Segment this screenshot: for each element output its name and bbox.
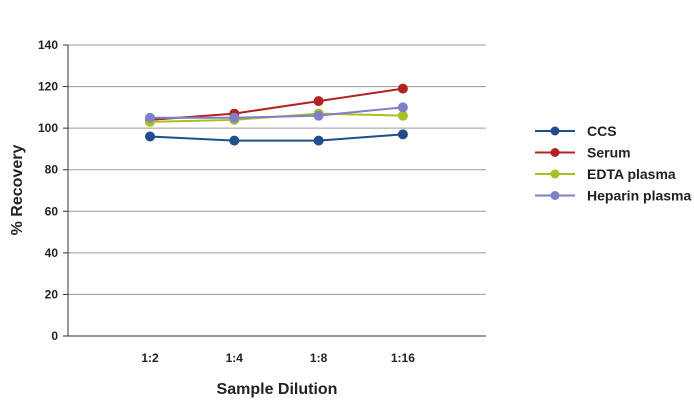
x-axis-title: Sample Dilution xyxy=(217,381,338,398)
axes xyxy=(63,44,486,337)
series-line xyxy=(150,106,403,119)
legend-marker xyxy=(550,169,560,179)
data-point xyxy=(397,110,408,121)
x-tick-label: 1:16 xyxy=(391,351,415,365)
legend-marker xyxy=(550,148,560,157)
y-tick-label: 40 xyxy=(45,246,59,260)
legend-item: EDTA plasma xyxy=(535,166,676,182)
series-3 xyxy=(145,102,408,123)
data-point xyxy=(397,129,408,140)
legend-item: Serum xyxy=(535,145,631,161)
y-tick-label: 120 xyxy=(38,80,58,94)
x-tick-label: 1:4 xyxy=(226,351,244,365)
x-tick-label: 1:8 xyxy=(310,351,328,365)
y-tick-label: 0 xyxy=(51,329,58,343)
y-tick-label: 100 xyxy=(38,121,58,135)
data-point xyxy=(229,112,240,123)
legend-label: CCS xyxy=(587,123,617,139)
data-point xyxy=(397,102,408,113)
y-tick-label: 80 xyxy=(45,163,59,177)
data-point xyxy=(313,135,324,146)
y-tick-labels: 0 20 40 60 80 100 120 140 xyxy=(38,38,58,343)
legend-marker xyxy=(550,191,560,200)
x-tick-labels: 1:2 1:4 1:8 1:16 xyxy=(141,351,415,365)
gridlines xyxy=(68,44,486,295)
data-point xyxy=(397,83,408,94)
data-point xyxy=(229,135,240,146)
legend-label: EDTA plasma xyxy=(587,166,676,182)
legend-item: CCS xyxy=(535,123,617,139)
y-axis-title: % Recovery xyxy=(9,145,26,236)
series-group xyxy=(145,83,408,146)
legend-label: Serum xyxy=(587,145,631,161)
data-point xyxy=(145,131,155,142)
data-point xyxy=(313,96,324,107)
data-point xyxy=(145,112,155,123)
y-tick-label: 20 xyxy=(45,287,59,301)
y-tick-label: 60 xyxy=(45,204,59,218)
y-tick-label: 140 xyxy=(38,38,58,52)
x-tick-label: 1:2 xyxy=(141,351,159,365)
series-line xyxy=(149,133,403,142)
legend-label: Heparin plasma xyxy=(587,188,691,204)
legend-marker xyxy=(550,126,560,136)
series-line xyxy=(149,87,404,121)
series-0 xyxy=(145,129,408,146)
legend-item: Heparin plasma xyxy=(535,188,691,204)
data-point xyxy=(313,110,324,121)
legend: CCS Serum EDTA plasma Heparin plasma xyxy=(535,123,691,204)
